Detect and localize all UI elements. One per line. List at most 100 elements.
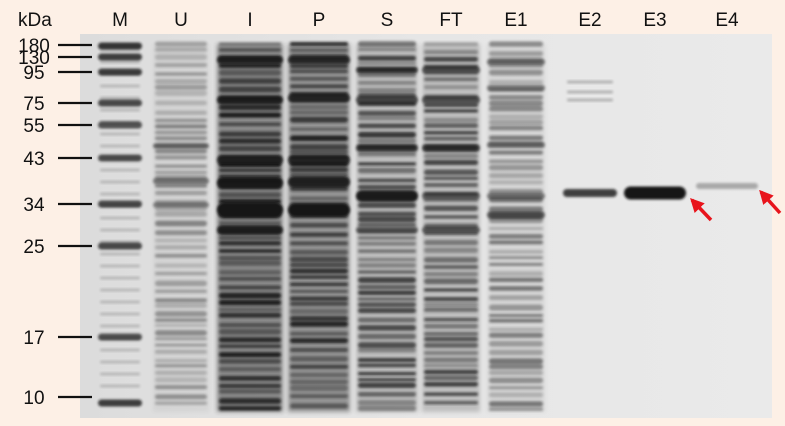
protein-band — [155, 100, 207, 106]
protein-band — [219, 359, 281, 364]
protein-band — [358, 333, 416, 340]
protein-band — [424, 307, 478, 312]
marker-label-130: 130 — [18, 48, 50, 69]
marker-label-180: 180 — [18, 36, 50, 57]
protein-band — [219, 260, 281, 266]
ladder-faint-band — [100, 288, 140, 292]
protein-band — [424, 369, 478, 375]
protein-band — [424, 351, 478, 355]
lane-label-s: S — [381, 10, 394, 31]
protein-band — [489, 125, 543, 131]
protein-band — [219, 376, 281, 381]
protein-band — [358, 72, 416, 78]
protein-band — [489, 271, 543, 277]
protein-band — [219, 86, 281, 93]
protein-band — [155, 349, 207, 354]
protein-band — [424, 182, 478, 188]
major-protein-band — [153, 202, 209, 208]
protein-band — [155, 183, 207, 188]
major-protein-band — [487, 211, 545, 219]
protein-band — [290, 275, 348, 279]
lane-label-m: M — [112, 10, 128, 31]
protein-band — [424, 153, 478, 159]
ladder-faint-band — [100, 48, 140, 52]
protein-band — [155, 136, 207, 141]
protein-band — [358, 222, 416, 227]
protein-band — [489, 51, 543, 56]
protein-band — [219, 383, 281, 389]
faint-band — [567, 90, 613, 94]
protein-band — [219, 63, 281, 68]
protein-band — [155, 401, 207, 405]
protein-band — [290, 289, 348, 293]
protein-band — [424, 357, 478, 363]
protein-band — [290, 127, 348, 131]
protein-band — [219, 299, 281, 306]
lane-label-i: I — [247, 10, 252, 31]
protein-band — [155, 323, 207, 327]
protein-band — [155, 47, 207, 52]
protein-band — [358, 405, 416, 412]
protein-band — [290, 149, 348, 155]
protein-band — [155, 63, 207, 67]
marker-label-43: 43 — [23, 149, 44, 170]
gel-lanes — [98, 41, 758, 412]
protein-band — [489, 233, 543, 239]
protein-band — [424, 331, 478, 336]
protein-band — [290, 268, 348, 274]
protein-band — [489, 401, 543, 407]
major-protein-band — [217, 177, 283, 189]
protein-band — [219, 312, 281, 318]
protein-band — [219, 406, 281, 411]
lane-p — [288, 41, 350, 412]
marker-label-34: 34 — [23, 195, 45, 216]
target-protein-band — [563, 189, 617, 197]
protein-band — [219, 352, 281, 358]
protein-band — [358, 342, 416, 349]
protein-band — [219, 48, 281, 52]
ladder-faint-band — [100, 132, 140, 136]
protein-band — [155, 41, 207, 47]
protein-band — [219, 42, 281, 46]
protein-band — [219, 192, 281, 198]
protein-band — [358, 262, 416, 268]
protein-band — [155, 311, 207, 317]
lane-labels: M U I P S FT E1 E2 E3 E4 — [112, 10, 739, 31]
protein-band — [155, 364, 207, 368]
ladder-band — [98, 42, 142, 50]
protein-band — [489, 370, 543, 376]
protein-band — [489, 286, 543, 291]
protein-band — [424, 271, 478, 277]
protein-band — [290, 241, 348, 246]
protein-band — [155, 124, 207, 129]
protein-band — [219, 255, 281, 261]
protein-band — [219, 131, 281, 137]
faint-band — [567, 80, 613, 84]
ladder-faint-band — [100, 300, 140, 304]
major-protein-band — [422, 96, 480, 104]
protein-band — [424, 42, 478, 46]
major-protein-band — [153, 178, 209, 184]
major-protein-band — [422, 192, 480, 200]
protein-band — [489, 69, 543, 76]
marker-label-75: 75 — [23, 94, 44, 115]
protein-band — [489, 318, 543, 323]
protein-band — [155, 263, 207, 268]
protein-band — [219, 249, 281, 253]
protein-band — [290, 372, 348, 378]
protein-band — [358, 324, 416, 331]
lane-m — [98, 42, 142, 407]
protein-band — [358, 284, 416, 290]
protein-band — [219, 168, 281, 173]
protein-band — [489, 340, 543, 347]
major-protein-band — [356, 144, 418, 152]
protein-band — [290, 63, 348, 69]
ladder-faint-band — [100, 108, 140, 112]
major-protein-band — [288, 203, 350, 217]
lane-u — [153, 41, 209, 412]
protein-band — [155, 280, 207, 287]
major-protein-band — [153, 143, 209, 149]
protein-band — [155, 318, 207, 322]
protein-band — [424, 123, 478, 129]
ladder-faint-band — [100, 216, 140, 220]
